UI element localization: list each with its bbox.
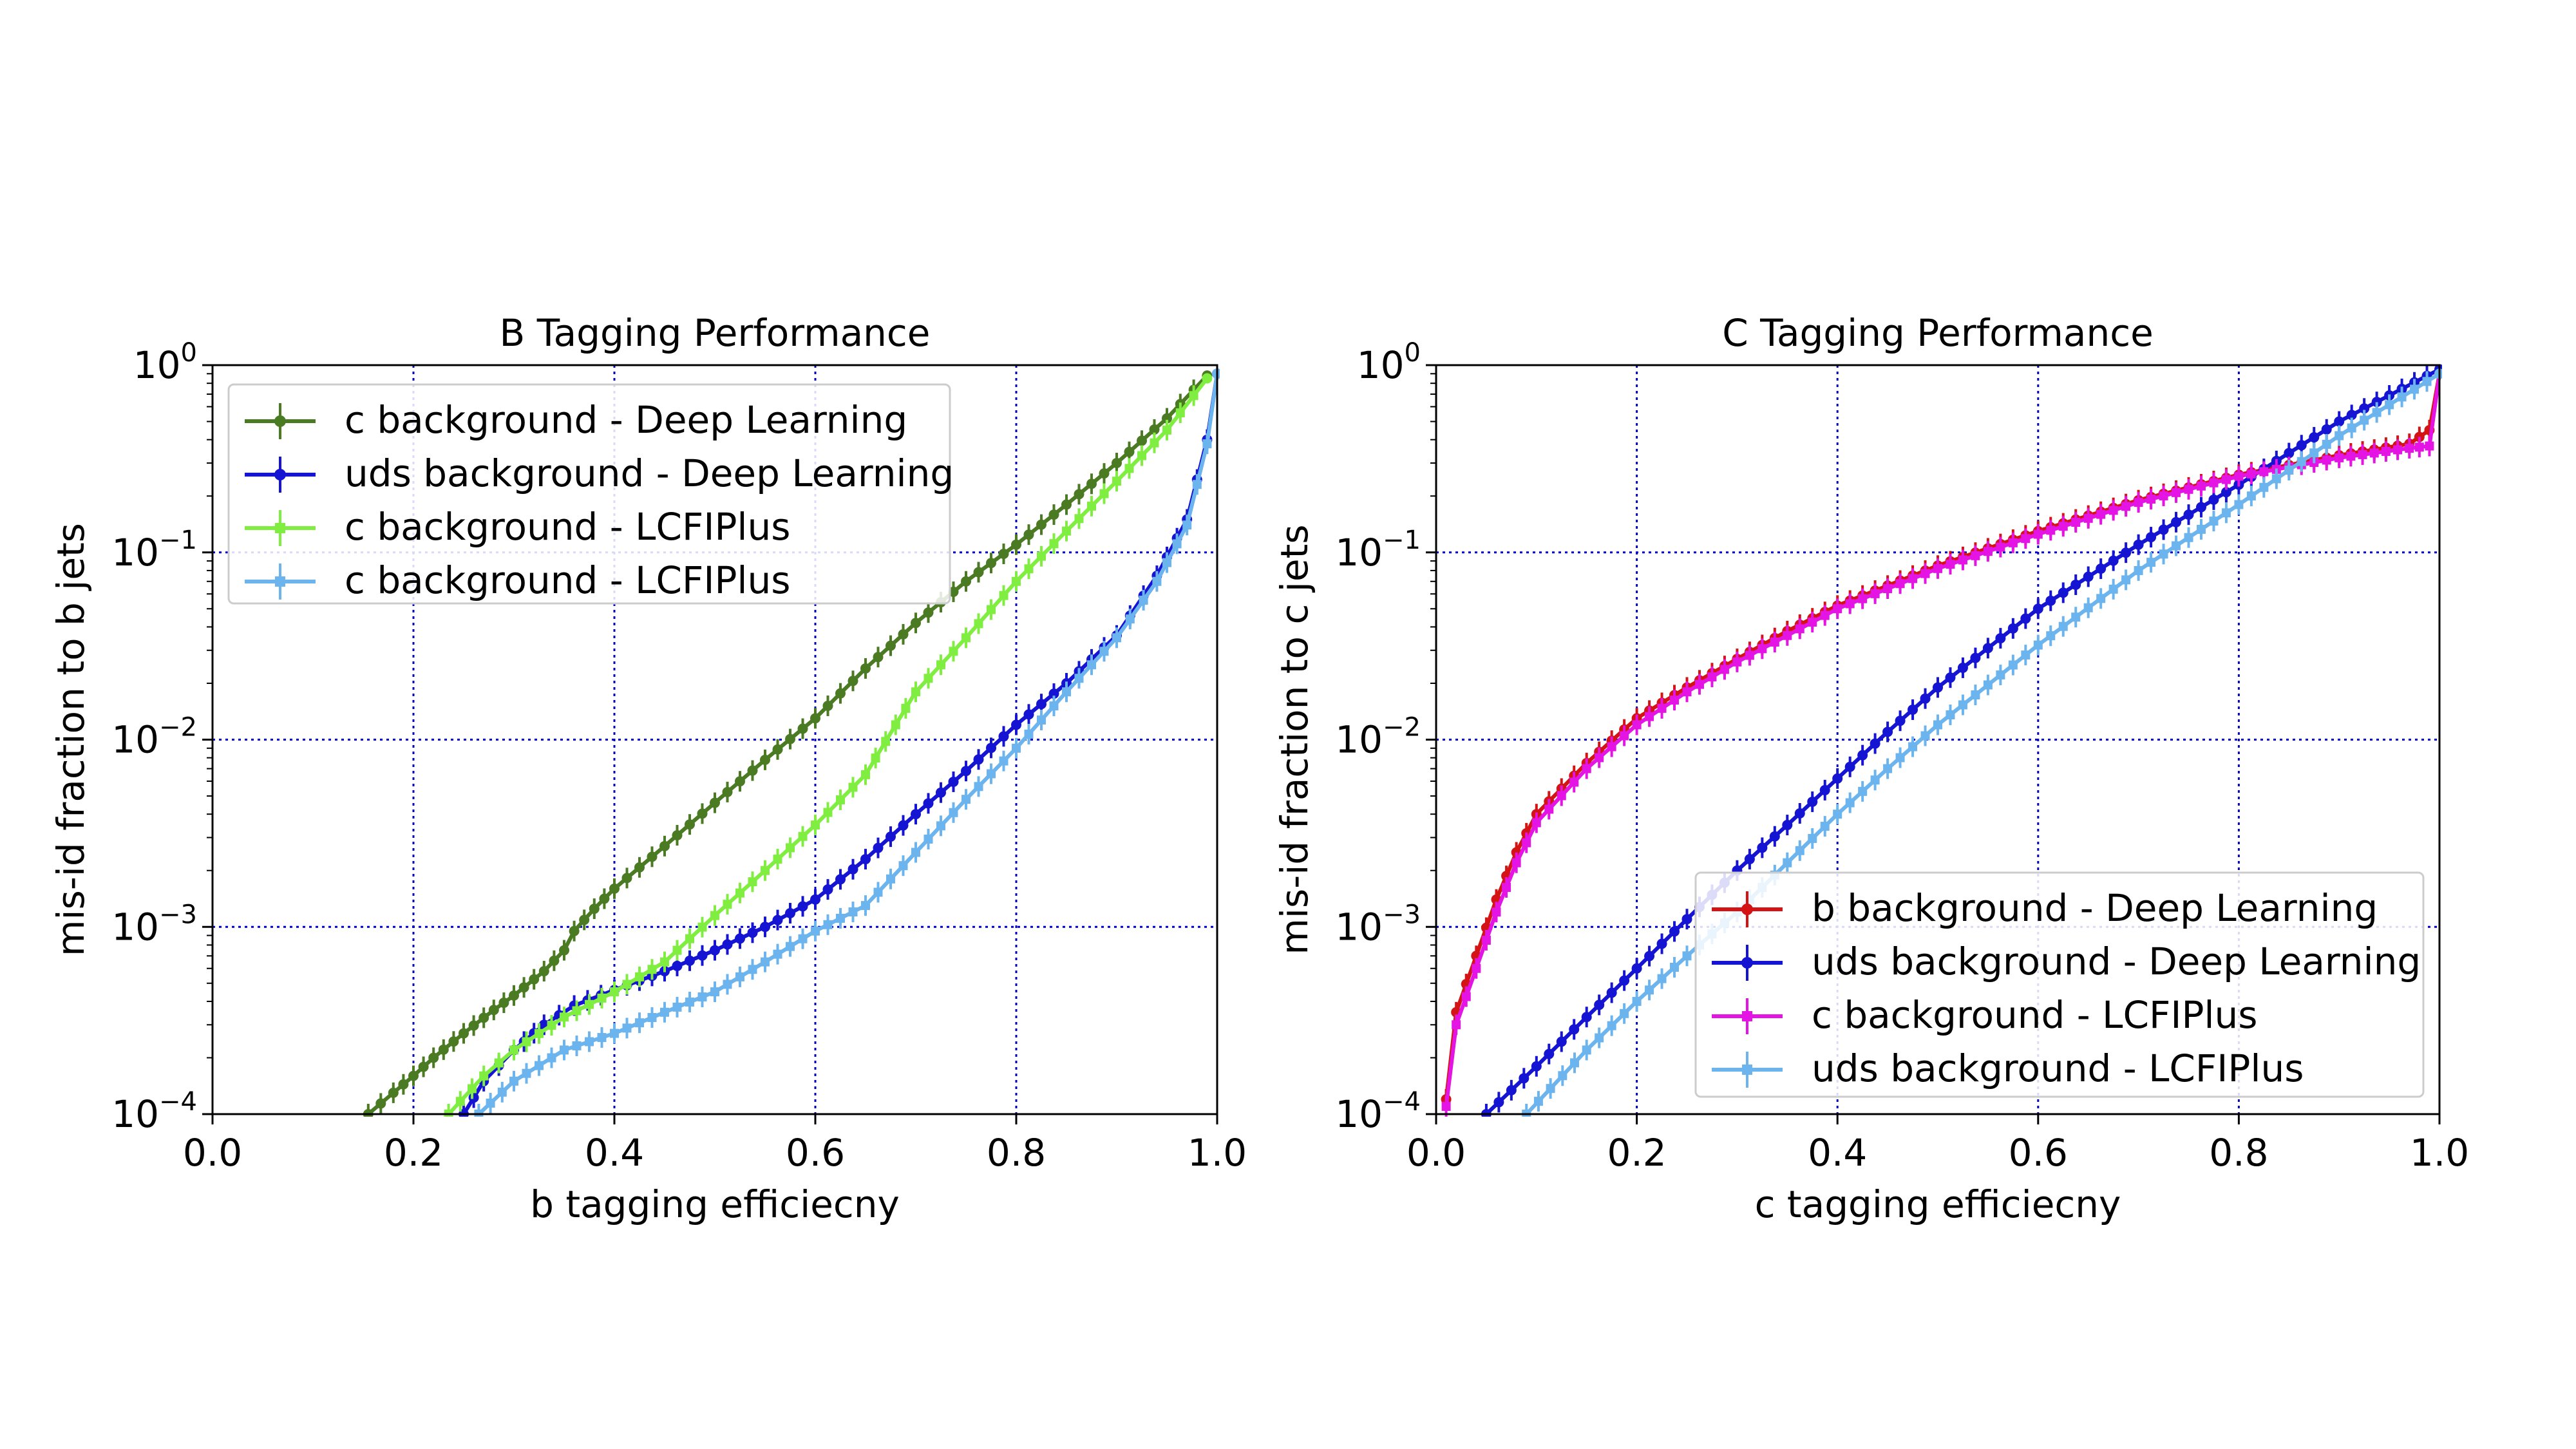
y-tick-base: 10	[1357, 343, 1405, 387]
y-tick-base: 10	[111, 1092, 159, 1136]
legend-item: c background - LCFIPlus	[1712, 993, 2258, 1037]
x-tick-label: 0.2	[1607, 1131, 1666, 1175]
y-tick-exponent: −1	[159, 526, 197, 555]
y-tick-base: 10	[1335, 718, 1383, 762]
legend-label: c background - LCFIPlus	[345, 505, 791, 549]
legend-label: b background - Deep Learning	[1812, 886, 2378, 930]
legend-item: c background - LCFIPlus	[245, 505, 791, 549]
x-tick-label: 1.0	[2410, 1131, 2469, 1175]
y-tick-base: 10	[1335, 1092, 1383, 1136]
y-tick-label: 100	[1357, 338, 1421, 387]
legend-box	[227, 383, 951, 605]
x-tick-label: 0.6	[2009, 1131, 2068, 1175]
y-tick-label: 10−3	[1335, 900, 1421, 949]
x-tick-label: 1.0	[1188, 1131, 1247, 1175]
legend-box	[1694, 871, 2425, 1098]
y-tick-exponent: −4	[1383, 1087, 1421, 1117]
y-tick-label: 10−1	[1335, 526, 1421, 574]
chart-title: B Tagging Performance	[500, 311, 931, 355]
legend-item: c background - Deep Learning	[245, 398, 907, 442]
y-tick-exponent: 0	[1405, 338, 1421, 368]
legend-item: c background - LCFIPlus	[245, 558, 791, 602]
series-2	[1481, 364, 2442, 1117]
y-tick-base: 10	[111, 905, 159, 949]
legend-marker	[274, 469, 286, 480]
legend-label: uds background - Deep Learning	[345, 451, 954, 495]
legend-label: c background - Deep Learning	[345, 398, 907, 442]
y-tick-label: 10−2	[111, 713, 197, 762]
series-4	[474, 368, 1220, 1117]
y-tick-base: 10	[1335, 905, 1383, 949]
series-1	[363, 370, 1213, 1117]
y-tick-base: 10	[133, 343, 181, 387]
data-point	[1202, 373, 1213, 384]
y-tick-exponent: −2	[1383, 713, 1421, 743]
y-tick-exponent: −2	[159, 713, 197, 743]
y-tick-exponent: 0	[181, 338, 197, 368]
x-tick-label: 0.0	[1406, 1131, 1466, 1175]
y-tick-exponent: −3	[159, 900, 197, 929]
y-tick-base: 10	[1335, 531, 1383, 574]
legend-label: c background - LCFIPlus	[1812, 993, 2258, 1037]
legend-marker	[1742, 1065, 1752, 1075]
y-tick-base: 10	[111, 531, 159, 574]
y-tick-label: 10−2	[1335, 713, 1421, 762]
legend: b background - Deep Learning uds backgrou…	[1694, 871, 2425, 1098]
legend-marker	[1741, 957, 1753, 969]
chart-title: C Tagging Performance	[1722, 311, 2154, 355]
legend-marker	[1742, 1011, 1752, 1021]
x-tick-label: 0.6	[786, 1131, 845, 1175]
x-tick-label: 0.8	[2209, 1131, 2268, 1175]
y-tick-label: 10−1	[111, 526, 197, 574]
legend-label: uds background - LCFIPlus	[1812, 1046, 2304, 1090]
y-tick-label: 10−3	[111, 900, 197, 949]
y-tick-label: 10−4	[1335, 1087, 1421, 1136]
x-axis-label: c tagging efficiecny	[1755, 1182, 2121, 1226]
y-tick-label: 100	[133, 338, 197, 387]
legend: c background - Deep Learning uds backgrou…	[227, 383, 954, 605]
x-tick-label: 0.4	[585, 1131, 644, 1175]
legend-marker	[275, 576, 285, 587]
y-tick-label: 10−4	[111, 1087, 197, 1136]
legend-marker	[274, 415, 286, 427]
legend-item: uds background - LCFIPlus	[1712, 1046, 2304, 1090]
legend-item: uds background - Deep Learning	[245, 451, 954, 495]
legend-item: uds background - Deep Learning	[1712, 940, 2421, 983]
x-axis-label: b tagging efficiecny	[530, 1182, 900, 1226]
x-tick-label: 0.4	[1808, 1131, 1867, 1175]
y-axis-label: mis-id fraction to c jets	[1273, 524, 1316, 954]
series-3	[444, 373, 1213, 1117]
legend-item: b background - Deep Learning	[1712, 886, 2378, 930]
legend-marker	[275, 523, 285, 533]
y-axis-label: mis-id fraction to b jets	[49, 523, 93, 956]
legend-label: c background - LCFIPlus	[345, 558, 791, 602]
x-tick-label: 0.8	[987, 1131, 1046, 1175]
y-tick-exponent: −4	[159, 1087, 197, 1117]
y-tick-exponent: −1	[1383, 526, 1421, 555]
y-tick-base: 10	[111, 718, 159, 762]
x-tick-label: 0.0	[183, 1131, 242, 1175]
x-tick-label: 0.2	[384, 1131, 443, 1175]
y-tick-exponent: −3	[1383, 900, 1421, 929]
legend-marker	[1741, 904, 1753, 915]
legend-label: uds background - Deep Learning	[1812, 940, 2421, 983]
